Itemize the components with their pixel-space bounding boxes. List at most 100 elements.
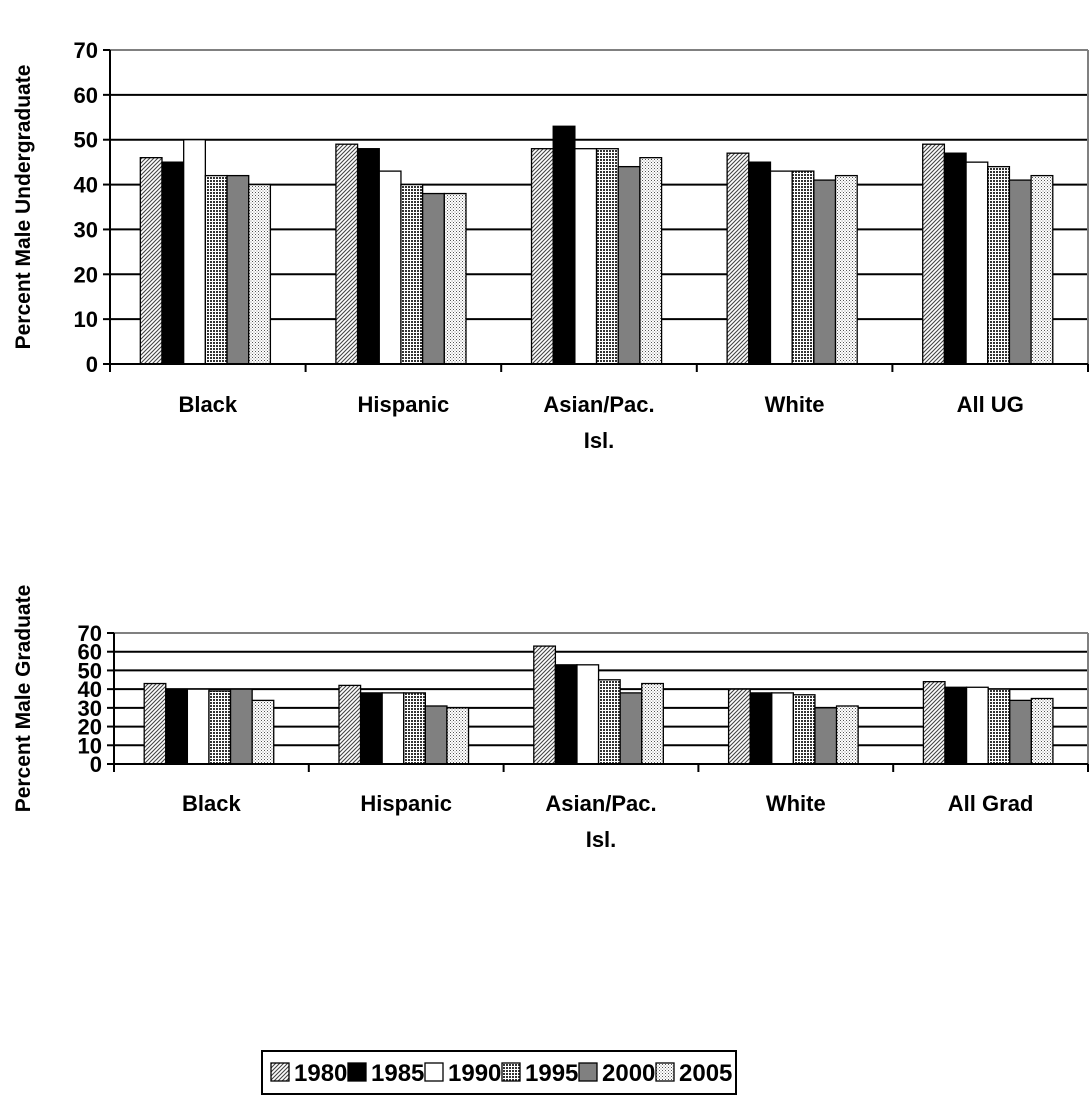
bar-1990-1: [378, 170, 402, 365]
bar-2000-3: [814, 707, 838, 765]
bar-2000-3: [813, 179, 837, 365]
bar-2005-0: [248, 183, 272, 365]
legend-swatch-1985: [347, 1062, 367, 1082]
bar-1980-4: [922, 681, 946, 765]
x-tick-label: Isl.: [586, 827, 617, 852]
bar-1980-2: [530, 148, 554, 365]
bar-2005-4: [1030, 697, 1054, 765]
legend-canvas: 1980 1985 1990 1995 2000 2005: [270, 1060, 732, 1087]
y-tick-label: 10: [74, 307, 98, 332]
y-tick-label: 40: [78, 677, 102, 702]
x-tick-label: Hispanic: [360, 791, 452, 816]
y-tick-label: 30: [74, 217, 98, 242]
bar-2005-1: [443, 192, 467, 365]
bar-1990-3: [771, 692, 795, 765]
legend-label-2000: 2000: [602, 1060, 655, 1087]
bar-2005-3: [835, 705, 859, 765]
bar-2005-1: [446, 707, 470, 765]
bar-1980-4: [922, 143, 946, 365]
bar-1980-0: [143, 682, 167, 765]
x-tick-label: Isl.: [584, 428, 615, 453]
y-tick-label: 70: [78, 621, 102, 646]
y-tick-label: 70: [74, 38, 98, 63]
legend-swatch-1990: [424, 1062, 444, 1082]
bar-1980-2: [533, 645, 557, 765]
bar-2000-0: [229, 688, 253, 765]
x-tick-label: All UG: [957, 392, 1024, 417]
y-tick-label: 30: [78, 696, 102, 721]
x-tick-label: Hispanic: [358, 392, 450, 417]
bar-2005-3: [834, 174, 858, 365]
bar-1995-2: [595, 148, 619, 365]
bar-1995-0: [204, 174, 228, 365]
bar-1985-2: [552, 125, 576, 365]
bar-1990-0: [186, 688, 210, 765]
legend-label-1995: 1995: [525, 1060, 578, 1087]
y-tick-label: 20: [78, 715, 102, 740]
x-tick-label: Asian/Pac.: [545, 791, 656, 816]
y-tick-label: 50: [74, 128, 98, 153]
bar-1995-3: [792, 694, 816, 765]
legend-swatch-1980: [270, 1062, 290, 1082]
bar-1990-0: [183, 139, 207, 365]
legend-label-1990: 1990: [448, 1060, 501, 1087]
x-tick-label: All Grad: [948, 791, 1034, 816]
legend: 1980 1985 1990 1995 2000 2005: [261, 1050, 737, 1095]
bar-1990-2: [574, 148, 598, 365]
legend-label-1980: 1980: [294, 1060, 347, 1087]
bar-1985-1: [359, 692, 383, 765]
y-tick-label: 60: [78, 640, 102, 665]
bar-2000-0: [226, 174, 250, 365]
bar-2005-0: [251, 699, 275, 765]
bar-2005-4: [1030, 174, 1054, 365]
x-tick-label: Black: [182, 791, 241, 816]
bar-1980-0: [139, 157, 163, 365]
bar-1995-4: [987, 165, 1011, 365]
y-tick-label: 60: [74, 83, 98, 108]
y-tick-label: 0: [90, 752, 102, 777]
y-tick-label: 10: [78, 733, 102, 758]
y-tick-label: 50: [78, 658, 102, 683]
bar-1995-1: [403, 692, 427, 765]
legend-swatch-2000: [578, 1062, 598, 1082]
y-axis-label: Percent Male Undergraduate: [12, 65, 35, 350]
bar-2000-2: [617, 165, 641, 365]
bar-2000-4: [1009, 699, 1032, 765]
bar-1985-4: [944, 686, 968, 765]
legend-label-1985: 1985: [371, 1060, 424, 1087]
legend-swatch-2005: [655, 1062, 675, 1082]
bar-1985-2: [554, 664, 578, 765]
bar-1995-0: [208, 690, 232, 765]
x-tick-label: Black: [178, 392, 237, 417]
bar-1995-2: [597, 679, 621, 765]
x-tick-label: White: [765, 392, 825, 417]
bar-2005-2: [639, 157, 663, 365]
bar-1985-0: [165, 688, 189, 765]
bar-1985-3: [749, 692, 773, 765]
bar-1985-3: [748, 161, 772, 365]
bar-1985-0: [161, 161, 185, 365]
y-tick-label: 20: [74, 262, 98, 287]
bar-2005-2: [641, 682, 664, 765]
bar-1980-1: [338, 684, 362, 765]
bar-2000-1: [424, 705, 448, 765]
bar-2000-1: [421, 192, 445, 365]
bar-1980-3: [727, 688, 751, 765]
bar-1990-3: [769, 170, 793, 365]
legend-label-2005: 2005: [679, 1060, 732, 1087]
bar-1995-4: [987, 688, 1011, 765]
x-tick-label: White: [766, 791, 826, 816]
y-tick-label: 40: [74, 173, 98, 198]
bar-1995-3: [791, 170, 815, 365]
bar-1990-1: [381, 692, 405, 765]
legend-swatch-1995: [501, 1062, 521, 1082]
bar-1980-1: [335, 143, 359, 365]
bar-1990-4: [965, 161, 989, 365]
bar-1985-1: [356, 148, 380, 365]
y-axis-label: Percent Male Graduate: [12, 585, 35, 813]
bar-2000-2: [619, 692, 643, 765]
y-tick-label: 0: [86, 352, 98, 377]
